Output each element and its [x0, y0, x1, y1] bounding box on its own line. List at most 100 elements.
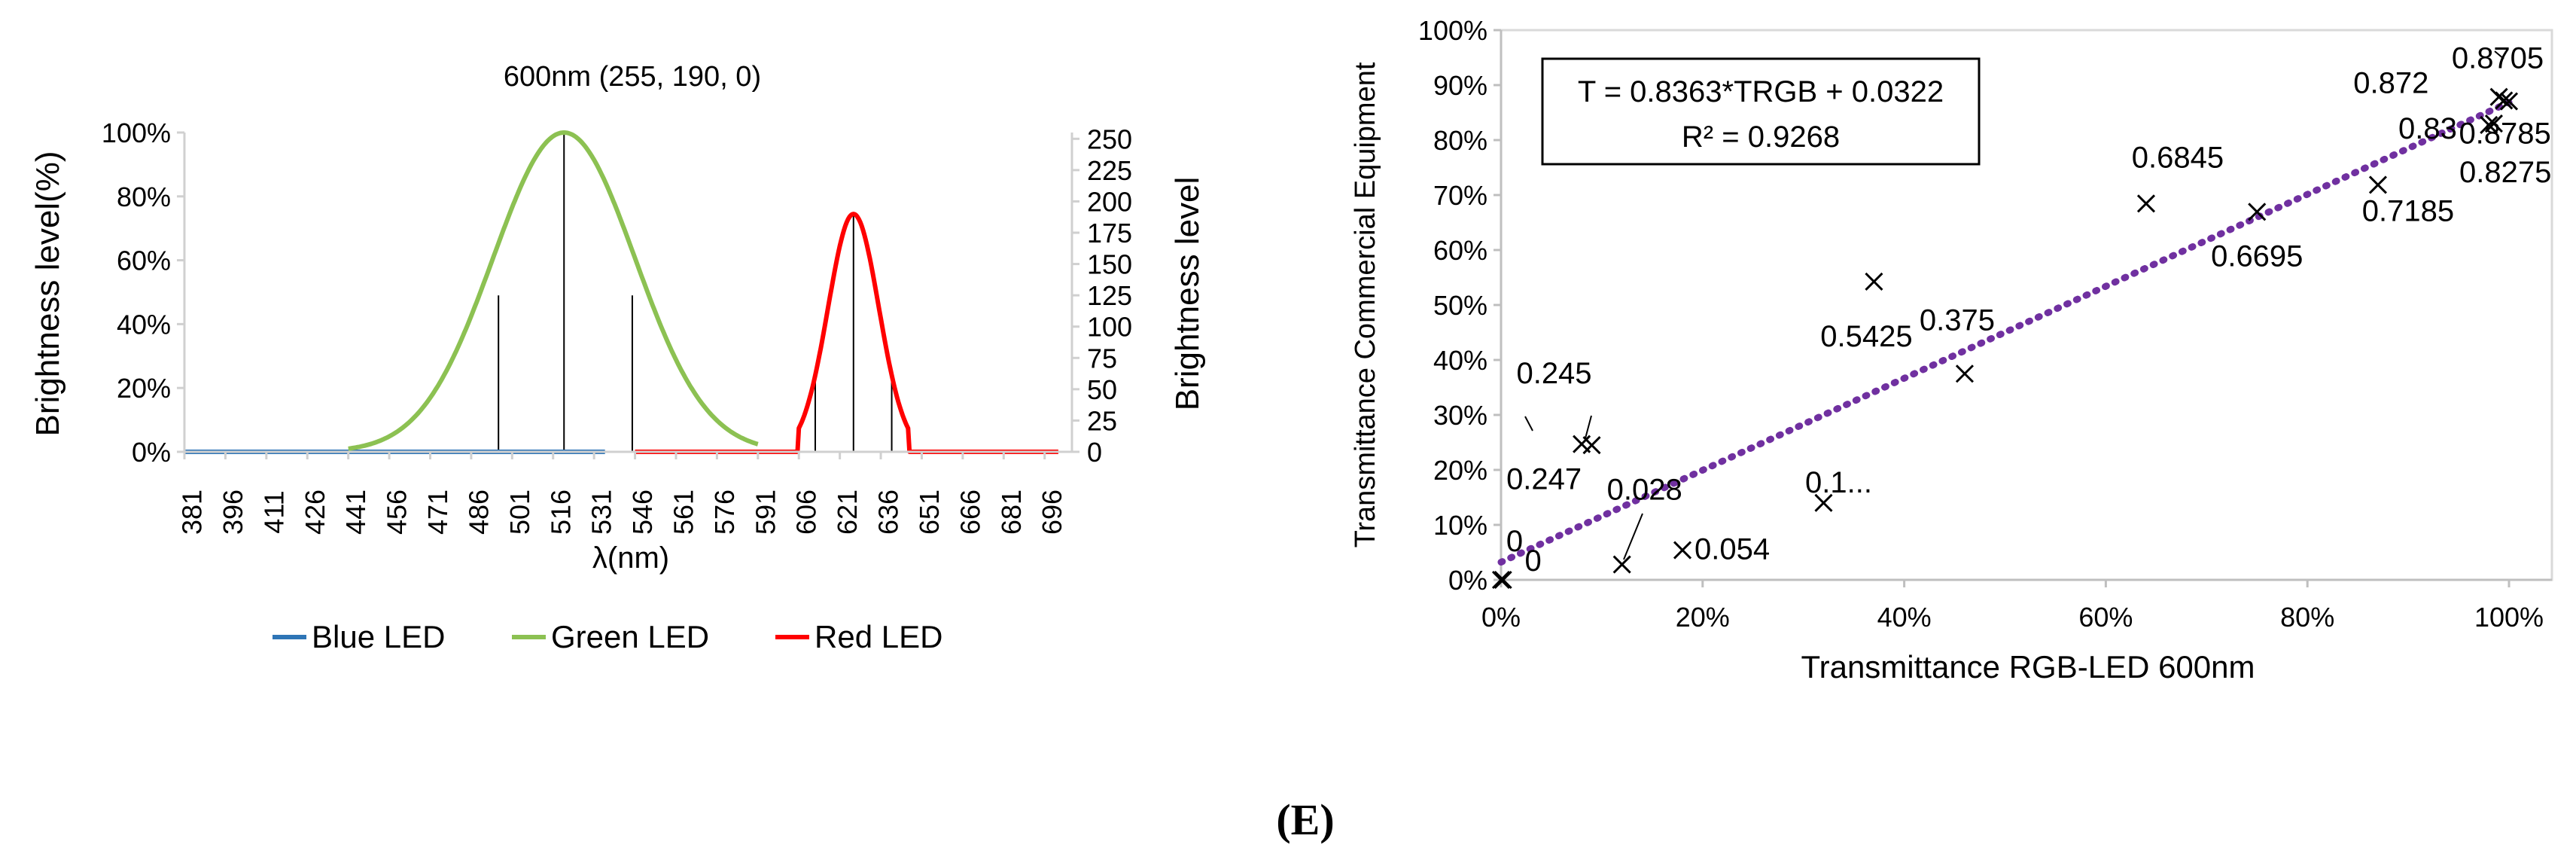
- scatter-x-tick-label: 60%: [2078, 602, 2133, 633]
- spectrum-y2-tick-label: 0: [1087, 437, 1102, 468]
- spectrum-y2-axis-label: Brightness level: [1169, 177, 1206, 411]
- spectrum-x-tick-label: 651: [914, 489, 945, 535]
- scatter-y-tick-label: 50%: [1433, 290, 1487, 321]
- scatter-point: [2136, 194, 2156, 213]
- scatter-data-label: 0.872: [2353, 66, 2428, 99]
- scatter-point: [1494, 570, 1512, 590]
- scatter-data-label: 0.6695: [2211, 239, 2303, 273]
- spectrum-x-tick-label: 666: [955, 489, 985, 535]
- scatter-point: [1673, 541, 1692, 560]
- spectrum-y2-tick-label: 150: [1087, 249, 1132, 280]
- spectrum-y-axis-label: Brightness level(%): [29, 151, 66, 436]
- scatter-leader-line: [1585, 415, 1592, 439]
- scatter-data-label: 0.375: [1920, 303, 1995, 337]
- spectrum-legend: Blue LED Green LED Red LED: [273, 619, 942, 654]
- scatter-leader-line: [2494, 50, 2504, 59]
- panel-label: (E): [1276, 795, 1334, 844]
- legend-label: Green LED: [551, 619, 709, 654]
- scatter-data-label: 0.8705: [2452, 42, 2544, 75]
- spectrum-x-tick-label: 681: [996, 489, 1027, 535]
- spectrum-chart-title: 600nm (255, 190, 0): [504, 61, 761, 93]
- scatter-chart: 0% 10% 20% 30% 40% 50% 60% 70% 80% 90% 100% 0% 20% 40…: [1350, 15, 2553, 685]
- scatter-y-tick-label: 70%: [1433, 180, 1487, 211]
- spectrum-series-red-led: [635, 212, 1058, 454]
- spectrum-y-tick-label: 100%: [102, 117, 171, 148]
- equation-box: T = 0.8363*TRGB + 0.0322 R² = 0.9268: [1541, 57, 1981, 166]
- scatter-y-tick-label: 100%: [1418, 15, 1487, 46]
- scatter-x-tick-label: 0%: [1481, 602, 1521, 633]
- spectrum-y2-tick-label: 200: [1087, 186, 1132, 217]
- spectrum-y2-tick-label: 250: [1087, 124, 1132, 154]
- spectrum-x-tick-label: 501: [504, 489, 535, 535]
- scatter-point: [2248, 203, 2267, 221]
- scatter-point: [1814, 493, 1833, 512]
- scatter-data-label: 0.247: [1506, 463, 1582, 496]
- scatter-x-tick-label: 20%: [1676, 602, 1730, 633]
- spectrum-x-tick-label: 636: [873, 489, 904, 535]
- scatter-data-label: 0.028: [1607, 474, 1682, 507]
- scatter-point: [2484, 114, 2503, 133]
- scatter-point: [1491, 570, 1511, 590]
- spectrum-x-axis-label: λ(nm): [592, 541, 669, 575]
- scatter-y-tick-label: 20%: [1433, 455, 1487, 486]
- scatter-data-label: 0.83: [2398, 112, 2457, 145]
- spectrum-x-tick-label: 471: [422, 489, 453, 535]
- spectrum-x-tick-label: 441: [340, 489, 371, 535]
- scatter-y-tick-label: 0%: [1448, 565, 1487, 596]
- legend-label: Blue LED: [312, 619, 445, 654]
- scatter-data-label: 0.8785: [2459, 117, 2550, 151]
- spectrum-x-tick-label: 381: [177, 489, 208, 535]
- trendline-equation: T = 0.8363*TRGB + 0.0322: [1578, 75, 1944, 108]
- spectrum-y-tick-label: 60%: [117, 245, 171, 276]
- scatter-y-tick-label: 80%: [1433, 125, 1487, 156]
- spectrum-series-green-led: [347, 130, 759, 451]
- scatter-point: [1582, 436, 1601, 455]
- scatter-x-tick-label: 100%: [2474, 602, 2544, 633]
- scatter-x-tick-label: 80%: [2280, 602, 2334, 633]
- spectrum-y-tick-label: 80%: [117, 181, 171, 212]
- spectrum-y2-tick-label: 100: [1087, 312, 1132, 343]
- scatter-y-tick-label: 60%: [1433, 235, 1487, 266]
- scatter-data-label: 0.1...: [1805, 466, 1872, 499]
- scatter-data-label: 0.7185: [2362, 194, 2454, 227]
- spectrum-x-tick-label: 486: [463, 489, 494, 535]
- scatter-x-tick-label: 40%: [1877, 602, 1932, 633]
- scatter-y-tick-label: 30%: [1433, 400, 1487, 431]
- spectrum-x-tick-label: 591: [750, 489, 781, 535]
- spectrum-x-tick-label: 516: [545, 489, 576, 535]
- spectrum-x-tick-label: 696: [1037, 489, 1067, 535]
- spectrum-y2-tick-label: 75: [1087, 343, 1117, 374]
- spectrum-x-tick-label: 546: [627, 489, 658, 535]
- scatter-data-label: 0.054: [1694, 533, 1770, 566]
- scatter-point: [2499, 92, 2519, 111]
- spectrum-y2-tick-label: 225: [1087, 155, 1132, 186]
- spectrum-y-tick-label: 40%: [117, 309, 171, 340]
- scatter-y-axis-label: Transmittance Commercial Equipment: [1350, 62, 1381, 547]
- scatter-data-label: 0.8275: [2459, 156, 2551, 189]
- scatter-data-label: 0: [1525, 544, 1542, 578]
- spectrum-x-tick-label: 606: [791, 489, 822, 535]
- scatter-y-tick-label: 90%: [1433, 70, 1487, 101]
- spectrum-x-tick-label: 411: [258, 490, 289, 533]
- spectrum-y-tick-label: 20%: [117, 373, 171, 404]
- spectrum-x-tick-label: 456: [382, 489, 413, 535]
- scatter-y-tick-label: 40%: [1433, 345, 1487, 376]
- spectrum-x-tick-label: 561: [668, 489, 699, 535]
- scatter-point: [2480, 115, 2498, 134]
- scatter-data-label: 0.6845: [2132, 141, 2224, 174]
- spectrum-y2-tick-label: 50: [1087, 374, 1117, 405]
- legend-label: Red LED: [815, 619, 942, 654]
- scatter-point: [2495, 91, 2514, 110]
- scatter-point: [1865, 272, 1883, 291]
- spectrum-x-tick-label: 576: [709, 489, 740, 535]
- spectrum-x-tick-label: 621: [832, 489, 863, 535]
- spectrum-x-tick-label: 396: [218, 489, 248, 535]
- spectrum-x-tick-label: 426: [300, 489, 330, 535]
- scatter-point: [1612, 555, 1631, 574]
- scatter-leader-line: [1524, 416, 1533, 432]
- spectrum-chart: 600nm (255, 190, 0) 0% 20% 40% 60% 80% 100% 0 2…: [29, 61, 1206, 654]
- spectrum-y-tick-label: 0%: [132, 437, 171, 468]
- spectrum-x-tick-label: 531: [586, 489, 617, 535]
- scatter-data-label: 0.5425: [1820, 320, 1912, 353]
